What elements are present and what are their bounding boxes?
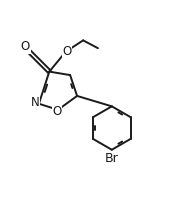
Text: O: O xyxy=(21,40,30,53)
Text: Br: Br xyxy=(105,152,119,165)
Text: N: N xyxy=(31,96,39,109)
Text: O: O xyxy=(52,105,62,118)
Text: O: O xyxy=(63,45,72,58)
